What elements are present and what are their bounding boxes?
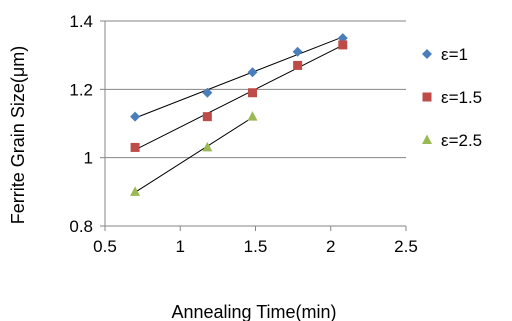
y-tick-label: 1.4 — [69, 12, 93, 31]
y-axis-ticks: 0.8 1 1.2 1.4 — [69, 12, 105, 236]
x-axis-title: Annealing Time(min) — [171, 302, 336, 321]
legend-label: ε=1 — [441, 45, 468, 64]
legend-marker — [422, 49, 432, 59]
legend-marker — [422, 92, 432, 102]
x-tick-label: 2.5 — [394, 237, 418, 256]
data-point — [293, 60, 303, 70]
data-point — [247, 111, 258, 121]
trendlines — [134, 36, 344, 193]
data-point — [338, 40, 348, 50]
data-point — [247, 88, 257, 98]
legend-label: ε=2.5 — [441, 131, 482, 150]
trendline — [134, 36, 343, 119]
x-tick-label: 2 — [326, 237, 335, 256]
data-point — [202, 87, 213, 98]
trendline — [134, 116, 253, 193]
x-axis-ticks: 0.5 1 1.5 2 2.5 — [93, 226, 418, 256]
data-point — [202, 141, 213, 152]
y-tick-label: 1 — [84, 149, 93, 168]
trendline — [134, 44, 344, 151]
legend-marker — [422, 134, 432, 144]
data-point — [130, 111, 141, 122]
legend: ε=1 ε=1.5 ε=2.5 — [422, 45, 482, 150]
data-point — [292, 46, 303, 57]
y-axis-title: Ferrite Grain Size(μm) — [8, 46, 28, 224]
x-tick-label: 0.5 — [93, 237, 117, 256]
x-tick-label: 1 — [176, 237, 185, 256]
data-point — [130, 186, 141, 196]
data-point — [130, 142, 140, 152]
y-tick-label: 0.8 — [69, 217, 93, 236]
data-point — [247, 67, 258, 78]
data-point — [202, 112, 212, 122]
data-points — [130, 33, 348, 196]
y-tick-label: 1.2 — [69, 80, 93, 99]
legend-label: ε=1.5 — [441, 88, 482, 107]
x-tick-label: 1.5 — [244, 237, 268, 256]
